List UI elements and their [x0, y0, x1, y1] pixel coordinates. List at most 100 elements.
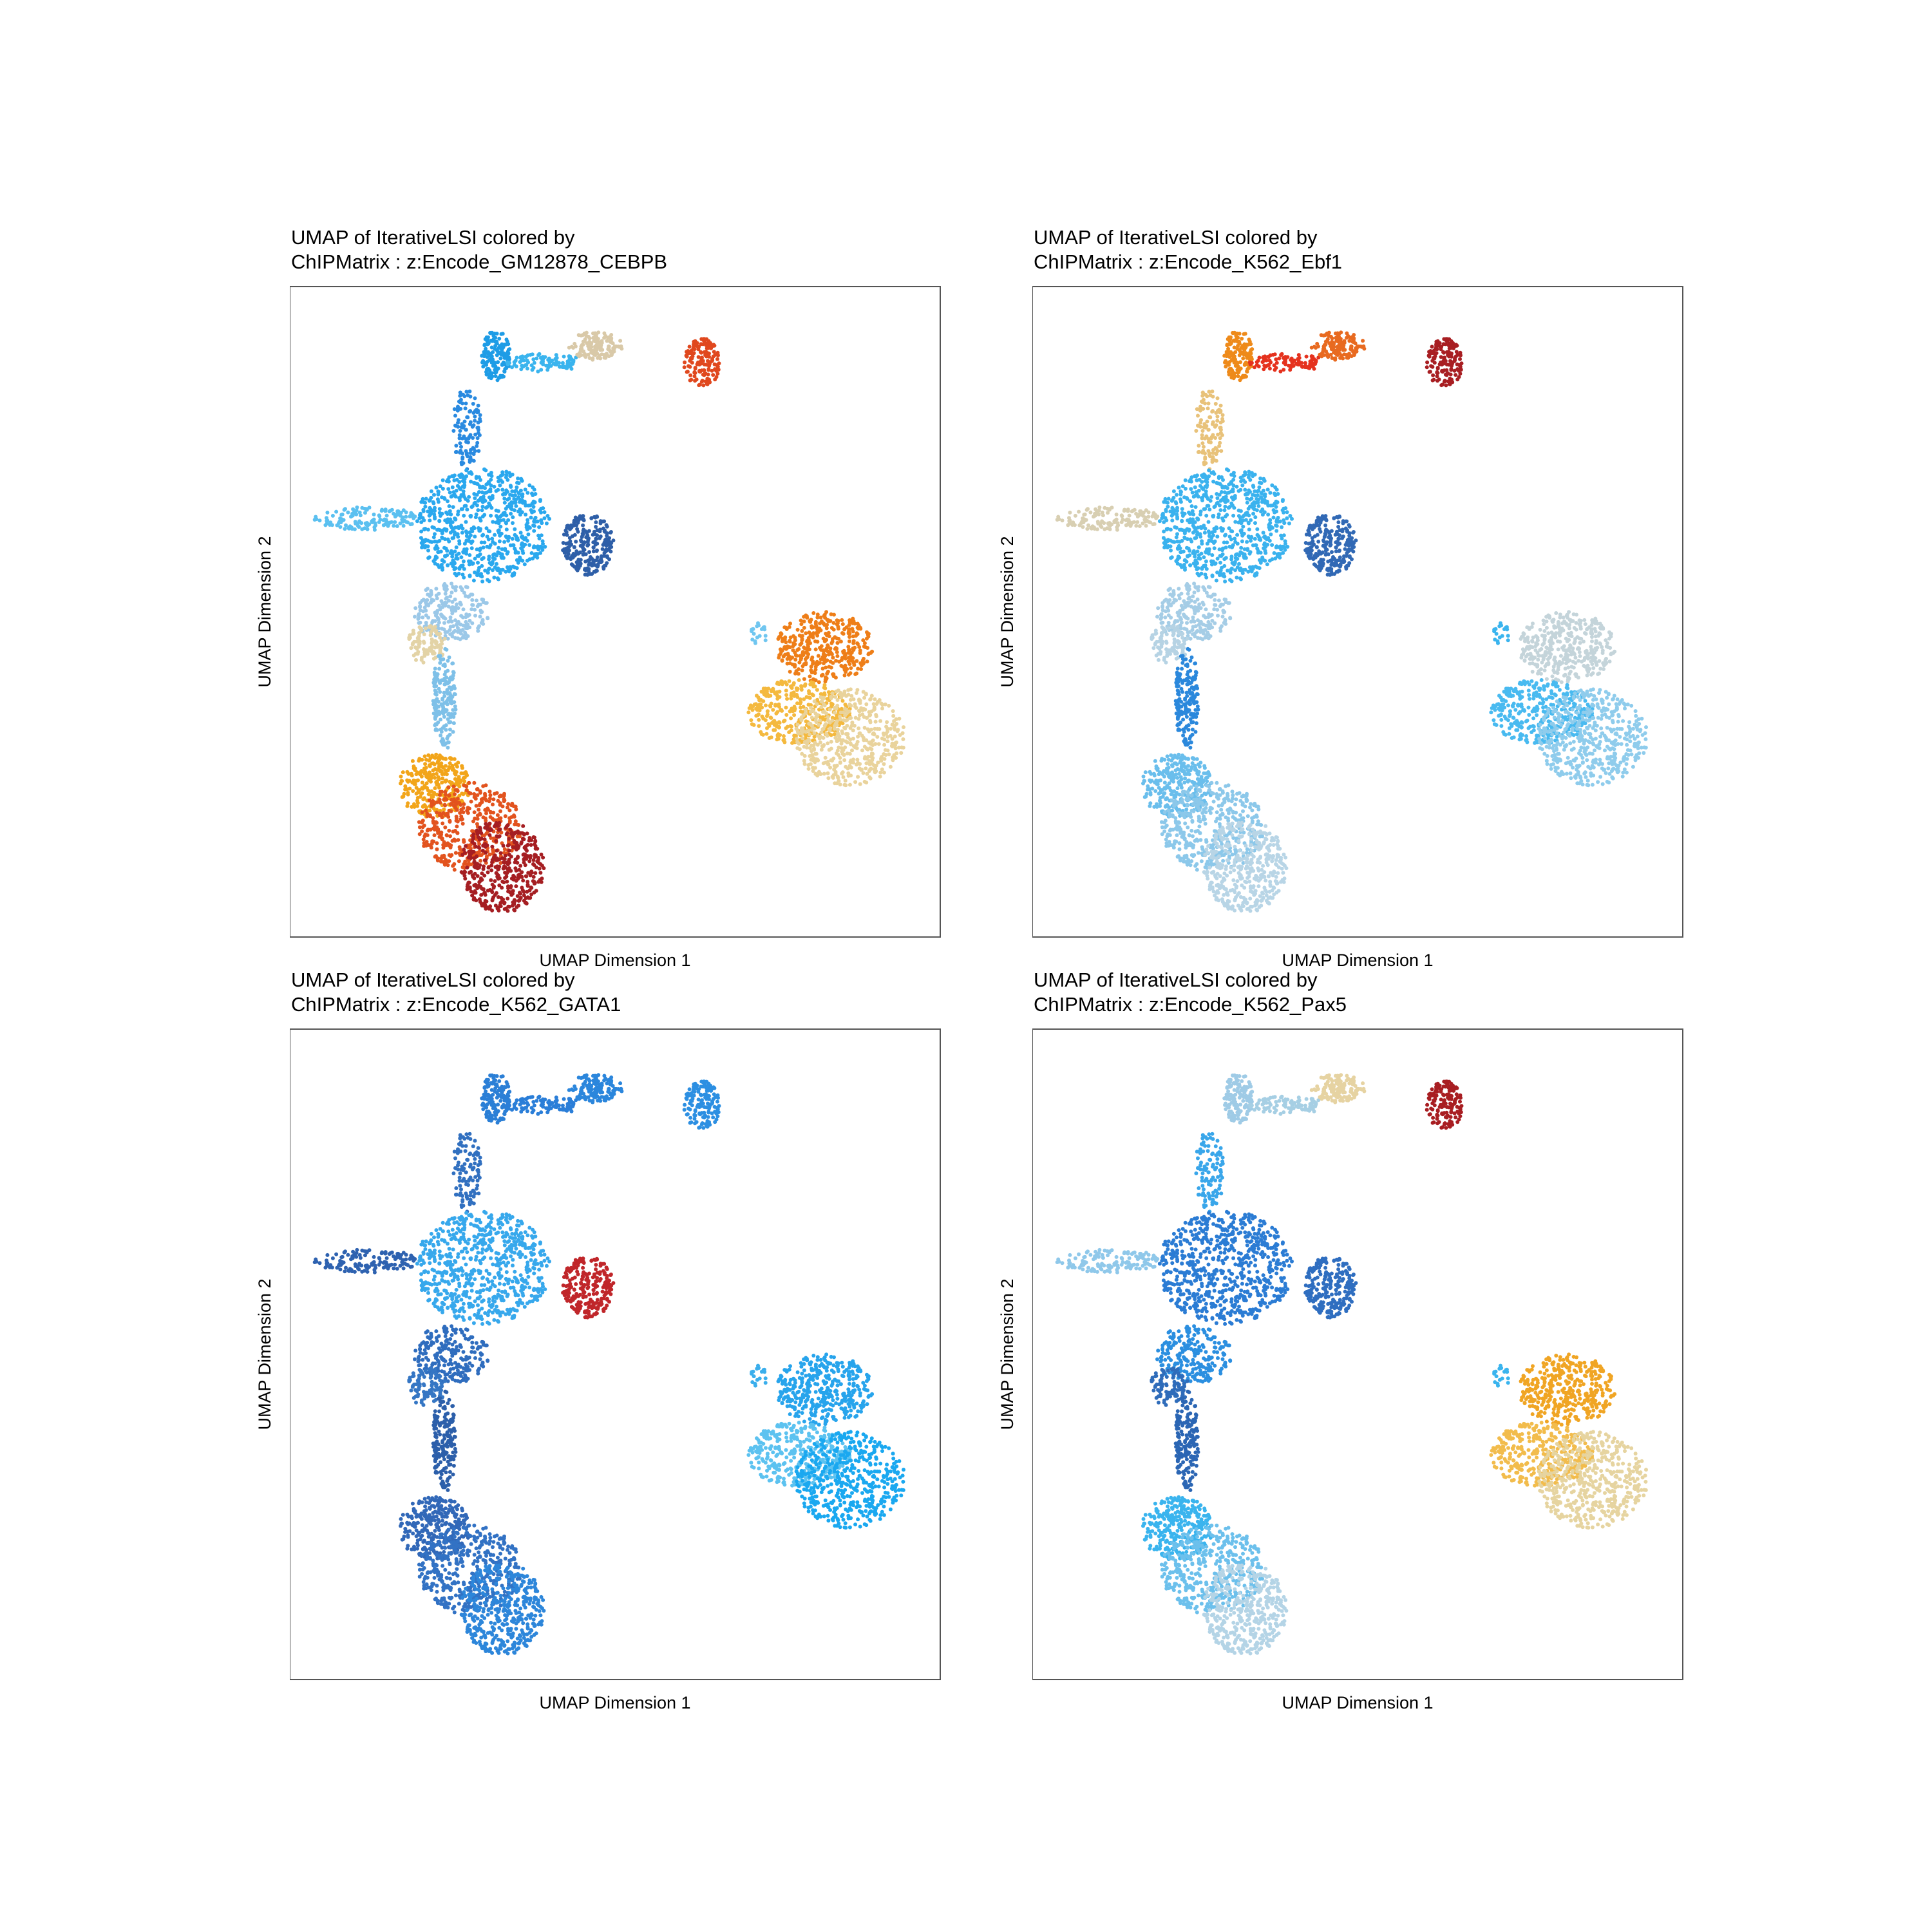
cell-point — [538, 871, 543, 875]
cell-point — [489, 513, 493, 518]
cell-point — [527, 557, 532, 562]
cell-point — [481, 365, 486, 369]
cell-point — [421, 639, 426, 644]
cell-point — [478, 789, 482, 793]
cell-point — [461, 810, 466, 815]
cell-point — [789, 716, 793, 721]
cell-point — [573, 341, 577, 346]
cell-point — [495, 873, 500, 876]
cell-point — [437, 527, 440, 532]
cell-point — [816, 758, 820, 762]
cell-point — [432, 493, 436, 497]
cell-point — [788, 670, 792, 674]
cell-point — [775, 703, 780, 708]
cell-point — [460, 493, 464, 498]
cell-point — [715, 357, 719, 361]
cell-point — [440, 755, 444, 759]
cell-point — [421, 497, 425, 501]
cell-point — [451, 784, 456, 789]
cell-point — [1247, 337, 1251, 342]
cell-point — [1224, 353, 1228, 357]
cell-point — [808, 674, 812, 679]
cell-point — [868, 720, 873, 724]
cell-point — [448, 834, 452, 838]
cell-point — [1244, 360, 1248, 365]
cell-point — [582, 349, 586, 354]
cell-point — [428, 808, 432, 813]
cell-point — [554, 355, 559, 360]
cell-point — [433, 775, 437, 780]
cell-point — [435, 616, 440, 620]
cell-point — [433, 625, 437, 629]
cell-point — [478, 518, 483, 523]
cell-point — [494, 508, 498, 513]
cell-point — [829, 746, 833, 751]
cell-point — [392, 524, 396, 528]
cell-point — [477, 449, 481, 453]
cell-point — [417, 825, 422, 829]
cell-point — [462, 504, 467, 508]
cell-point — [798, 643, 802, 647]
cell-point — [802, 683, 807, 688]
cell-point — [487, 907, 491, 911]
cell-point — [815, 734, 820, 738]
cell-point — [829, 612, 833, 616]
cell-point — [703, 371, 708, 375]
cell-point — [532, 361, 536, 365]
cell-point — [476, 626, 480, 630]
cell-point — [545, 514, 550, 518]
cell-point — [802, 753, 807, 758]
cell-point — [874, 713, 878, 717]
cell-point — [843, 714, 848, 717]
cell-point — [840, 631, 844, 635]
cell-point — [800, 668, 804, 672]
cell-point — [425, 649, 430, 654]
cell-point — [422, 652, 427, 657]
cell-point — [486, 529, 491, 533]
cell-point — [595, 555, 600, 560]
cell-point — [431, 501, 436, 506]
cell-point — [442, 636, 447, 641]
cell-point — [470, 621, 475, 625]
cell-point — [492, 824, 497, 829]
cell-point — [500, 470, 505, 475]
cell-point — [858, 649, 862, 653]
cell-point — [403, 784, 408, 788]
cell-point — [520, 870, 524, 875]
cell-point — [1297, 355, 1302, 360]
cell-point — [882, 743, 887, 747]
cell-point — [542, 516, 547, 520]
cell-point — [447, 853, 451, 857]
cell-point — [600, 339, 604, 343]
cell-point — [453, 495, 458, 499]
cell-point — [535, 356, 539, 361]
cell-point — [836, 775, 840, 780]
cell-point — [835, 650, 839, 654]
cell-point — [447, 475, 451, 480]
cell-point — [506, 504, 509, 509]
cell-point — [451, 803, 456, 808]
cell-point — [458, 637, 462, 641]
cell-point — [840, 622, 845, 627]
cell-point — [355, 505, 359, 509]
cell-point — [460, 822, 465, 826]
cell-point — [790, 662, 795, 667]
cell-point — [472, 896, 477, 900]
cell-point — [451, 708, 455, 712]
cell-point — [419, 774, 424, 779]
cell-point — [438, 636, 442, 640]
cell-point — [459, 814, 464, 819]
cell-point — [822, 661, 826, 665]
cell-point — [1337, 332, 1341, 336]
cell-point — [811, 766, 815, 770]
cell-point — [464, 428, 468, 432]
cell-point — [504, 337, 509, 342]
cell-point — [438, 514, 442, 518]
cell-point — [422, 784, 427, 788]
cell-point — [780, 680, 784, 685]
cell-point — [527, 859, 532, 864]
cell-point — [870, 761, 874, 766]
cell-point — [351, 507, 355, 511]
cell-point — [514, 807, 518, 811]
cell-point — [566, 551, 571, 556]
